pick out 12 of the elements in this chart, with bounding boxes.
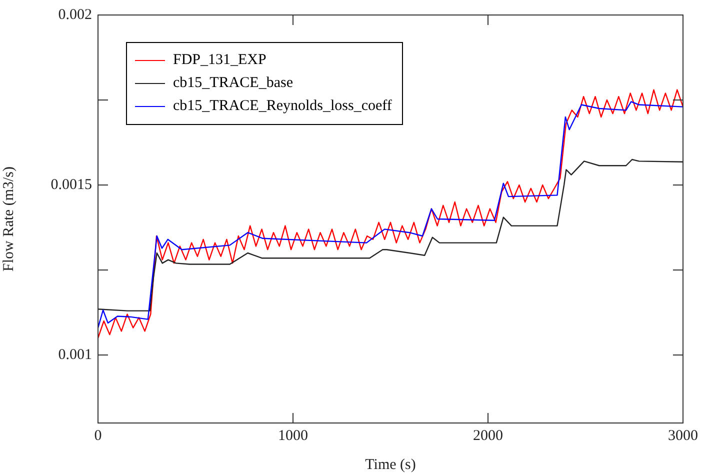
x-tick-label: 2000 bbox=[473, 428, 503, 444]
legend-label: cb15_TRACE_Reynolds_loss_coeff bbox=[173, 98, 392, 115]
y-axis-title: Flow Rate (m3/s) bbox=[0, 166, 17, 272]
legend-label: cb15_TRACE_base bbox=[173, 75, 293, 92]
x-tick-label: 0 bbox=[94, 428, 102, 444]
y-tick-label: 0.001 bbox=[58, 346, 92, 363]
x-tick-label: 3000 bbox=[668, 428, 698, 444]
x-tick-label: 1000 bbox=[278, 428, 308, 444]
y-tick-label: 0.0015 bbox=[50, 176, 92, 193]
x-axis-title: Time (s) bbox=[365, 456, 416, 473]
legend-label: FDP_131_EXP bbox=[173, 52, 266, 69]
y-tick-label: 0.002 bbox=[58, 6, 92, 23]
